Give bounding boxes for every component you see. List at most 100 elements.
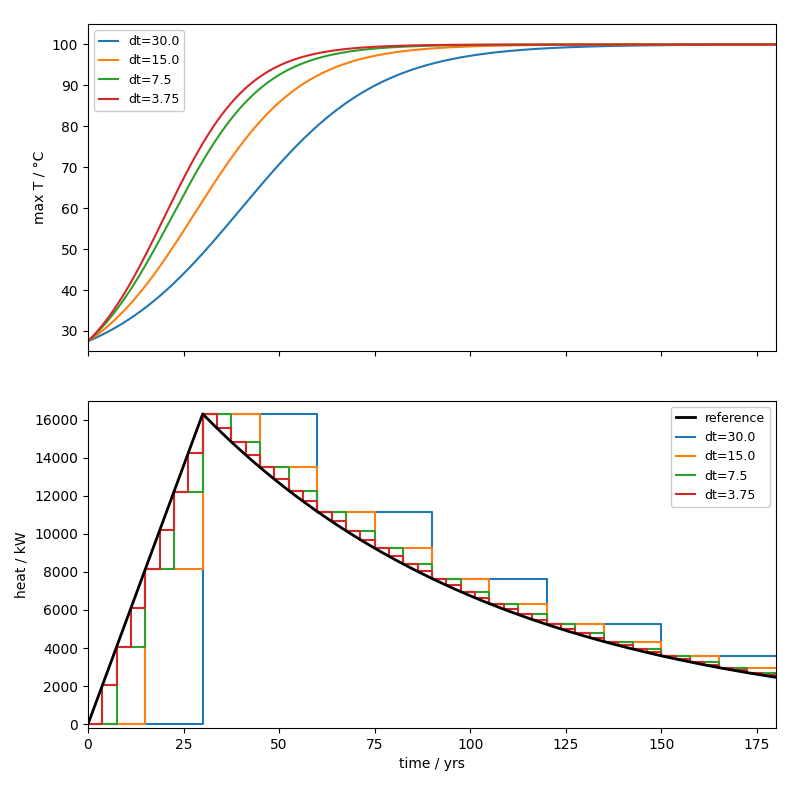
dt=7.5 xyxy=(427,559,437,569)
dt=3.75 xyxy=(384,551,394,561)
dt=30.0 xyxy=(83,337,93,346)
dt=7.5 xyxy=(284,462,294,472)
reference xyxy=(377,547,386,557)
dt=15.0 xyxy=(758,40,767,50)
dt=7.5 xyxy=(685,657,694,666)
reference xyxy=(198,409,207,418)
dt=3.75 xyxy=(683,40,693,50)
dt=15.0 xyxy=(485,574,494,583)
dt=3.75 xyxy=(377,42,386,51)
dt=15.0 xyxy=(714,651,723,661)
dt=7.5 xyxy=(628,644,638,654)
dt=7.5 xyxy=(341,526,350,535)
dt=15.0 xyxy=(198,564,207,574)
dt=15.0 xyxy=(485,599,494,609)
dt=7.5 xyxy=(255,437,265,446)
dt=15.0 xyxy=(198,410,207,419)
reference xyxy=(347,530,357,539)
dt=15.0 xyxy=(202,189,212,198)
dt=15.0 xyxy=(370,543,379,553)
reference xyxy=(162,507,171,517)
Y-axis label: max T / °C: max T / °C xyxy=(32,151,46,225)
dt=7.5 xyxy=(742,662,752,672)
dt=3.75 xyxy=(714,662,723,672)
dt=7.5 xyxy=(514,599,523,609)
dt=30.0 xyxy=(657,619,666,629)
dt=15.0 xyxy=(542,619,551,629)
dt=7.5 xyxy=(599,629,609,638)
dt=3.75 xyxy=(284,486,294,495)
dt=15.0 xyxy=(771,662,781,672)
dt=7.5 xyxy=(226,410,236,419)
dt=7.5 xyxy=(141,642,150,651)
dt=15.0 xyxy=(313,462,322,472)
dt=7.5 xyxy=(570,619,580,629)
dt=7.5 xyxy=(341,506,350,516)
dt=7.5 xyxy=(112,642,122,651)
dt=7.5 xyxy=(456,587,466,597)
dt=30.0 xyxy=(313,506,322,516)
reference xyxy=(202,414,212,424)
dt=3.75 xyxy=(83,337,93,346)
dt=7.5 xyxy=(771,668,781,678)
dt=7.5 xyxy=(83,337,93,346)
dt=7.5 xyxy=(112,719,122,729)
dt=30.0 xyxy=(683,40,693,50)
dt=3.75 xyxy=(83,719,93,729)
dt=7.5 xyxy=(657,644,666,654)
X-axis label: time / yrs: time / yrs xyxy=(399,758,465,771)
dt=15.0 xyxy=(347,57,357,66)
dt=30.0 xyxy=(202,243,212,253)
dt=7.5 xyxy=(377,43,386,53)
dt=30.0 xyxy=(542,574,551,583)
Y-axis label: heat / kW: heat / kW xyxy=(14,531,29,598)
dt=7.5 xyxy=(398,559,408,569)
dt=7.5 xyxy=(170,487,179,497)
dt=7.5 xyxy=(170,564,179,574)
dt=7.5 xyxy=(198,487,207,497)
dt=7.5 xyxy=(284,486,294,495)
dt=7.5 xyxy=(141,564,150,574)
dt=15.0 xyxy=(83,719,93,729)
dt=15.0 xyxy=(141,719,150,729)
dt=3.75 xyxy=(183,487,193,497)
dt=3.75 xyxy=(771,40,781,50)
dt=15.0 xyxy=(599,619,609,629)
dt=30.0 xyxy=(313,410,322,419)
dt=30.0 xyxy=(657,651,666,661)
dt=15.0 xyxy=(542,599,551,609)
dt=7.5 xyxy=(370,543,379,553)
dt=15.0 xyxy=(255,462,265,472)
dt=3.75 xyxy=(442,574,451,583)
dt=7.5 xyxy=(542,619,551,629)
reference xyxy=(684,657,694,666)
dt=30.0 xyxy=(347,94,357,104)
dt=15.0 xyxy=(255,410,265,419)
dt=3.75 xyxy=(347,44,357,54)
dt=7.5 xyxy=(683,40,693,50)
dt=15.0 xyxy=(377,50,386,59)
dt=7.5 xyxy=(347,46,357,56)
dt=7.5 xyxy=(714,662,723,672)
reference xyxy=(758,670,767,680)
reference xyxy=(83,719,93,729)
dt=15.0 xyxy=(657,637,666,646)
dt=7.5 xyxy=(255,462,265,472)
dt=30.0 xyxy=(771,651,781,661)
Line: dt=30.0: dt=30.0 xyxy=(88,414,776,724)
dt=15.0 xyxy=(599,637,609,646)
dt=15.0 xyxy=(370,506,379,516)
dt=7.5 xyxy=(570,629,580,638)
Line: reference: reference xyxy=(88,414,776,724)
dt=30.0 xyxy=(427,574,437,583)
Line: dt=7.5: dt=7.5 xyxy=(88,414,776,724)
dt=7.5 xyxy=(83,719,93,729)
dt=30.0 xyxy=(427,506,437,516)
dt=7.5 xyxy=(599,637,609,646)
dt=15.0 xyxy=(657,651,666,661)
dt=7.5 xyxy=(714,657,723,666)
dt=30.0 xyxy=(542,619,551,629)
dt=7.5 xyxy=(313,486,322,495)
Legend: reference, dt=30.0, dt=15.0, dt=7.5, dt=3.75: reference, dt=30.0, dt=15.0, dt=7.5, dt=… xyxy=(671,407,770,507)
dt=30.0 xyxy=(758,40,767,50)
